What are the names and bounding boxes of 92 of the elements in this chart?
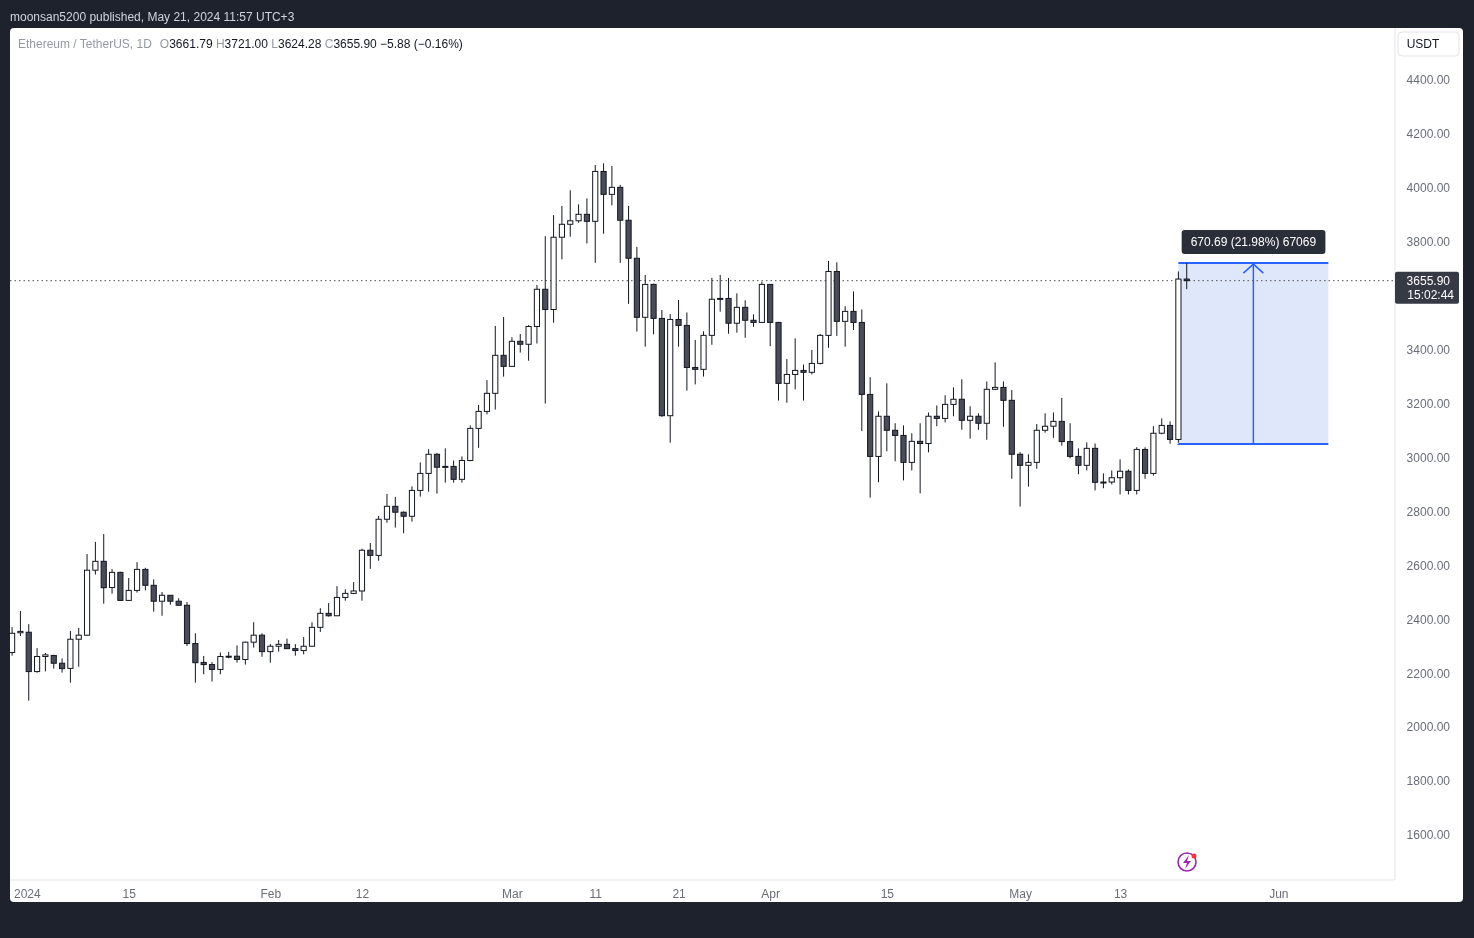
y-tick-label: 2600.00 (1406, 558, 1451, 573)
candlestick (800, 363, 807, 402)
candlestick (233, 644, 241, 664)
candlestick (283, 638, 291, 650)
candlestick (733, 292, 740, 334)
x-tick-label: 21 (672, 886, 687, 901)
candlestick (517, 333, 524, 354)
candlestick (917, 422, 924, 494)
y-tick-label: 4200.00 (1406, 127, 1451, 142)
candlestick (1083, 441, 1090, 471)
candlestick (58, 657, 66, 674)
candlestick (942, 394, 949, 423)
candlestick (950, 386, 957, 417)
candlestick (333, 585, 341, 617)
candlestick (1141, 446, 1149, 480)
candlestick (258, 632, 266, 658)
candlestick (600, 162, 607, 235)
x-tick-label: 13 (1113, 886, 1128, 901)
text: Ethereum / TetherUS, 1D (18, 37, 153, 51)
y-tick-label: 2000.00 (1406, 720, 1451, 735)
candlestick (958, 378, 965, 431)
candlestick (783, 358, 790, 404)
candlestick (1042, 412, 1049, 434)
candlestick (1017, 451, 1024, 508)
y-tick-label: 4000.00 (1406, 181, 1451, 196)
y-tick-label: 2200.00 (1406, 666, 1451, 681)
y-tick-label: 2400.00 (1406, 612, 1451, 627)
candlestick (808, 349, 815, 375)
candlestick (792, 337, 799, 390)
candlestick (717, 274, 724, 313)
candlestick (608, 165, 615, 206)
candlestick (1125, 468, 1132, 495)
y-axis-title: USDT (1406, 37, 1440, 51)
y-tick-label: 3200.00 (1406, 396, 1451, 411)
candlestick (42, 652, 49, 672)
x-tick-label: 2024 (14, 886, 42, 901)
candlestick (133, 561, 141, 594)
y-tick-label: 3000.00 (1406, 450, 1451, 465)
y-tick-label: 1600.00 (1406, 828, 1451, 843)
y-tick-label: 3400.00 (1406, 343, 1451, 357)
y-tick-label: 4400.00 (1406, 73, 1451, 88)
candlestick (525, 324, 532, 362)
candlestick (575, 203, 582, 224)
text: moonsan5200 published, May 21, 2024 11:57 UTC+3 (10, 10, 295, 24)
x-tick-label: Jun (1269, 886, 1289, 901)
candlestick (1075, 447, 1082, 475)
x-tick-label: 12 (355, 886, 370, 901)
candlestick (1000, 380, 1007, 428)
candlestick (1050, 411, 1057, 439)
x-tick-label: May (1009, 886, 1032, 901)
candlestick (483, 379, 491, 415)
y-tick-label: 2800.00 (1406, 504, 1451, 519)
band-label: 670.69 (21.98%) 67069 (1190, 235, 1317, 250)
candlestick (1058, 397, 1065, 447)
candlestick (1067, 422, 1074, 459)
candlestick (908, 432, 915, 471)
candlestick (158, 591, 166, 617)
x-tick-label: 11 (589, 886, 603, 901)
candlestick (1117, 458, 1124, 495)
candlestick (850, 290, 857, 331)
candlestick (17, 610, 24, 637)
candlestick (208, 661, 216, 683)
candlestick (308, 621, 316, 648)
y-tick-label: 1800.00 (1406, 774, 1451, 789)
candlestick (933, 404, 940, 427)
candlestick (692, 339, 699, 385)
candlestick (108, 568, 116, 595)
candlestick (383, 493, 391, 524)
candlestick (583, 197, 590, 244)
x-tick-label: Apr (761, 886, 781, 901)
candlestick (892, 422, 899, 462)
candlestick (992, 361, 999, 391)
candlestick (567, 189, 574, 238)
y-tick-label: 3800.00 (1406, 235, 1451, 250)
candlestick (458, 455, 466, 484)
candlestick (433, 452, 441, 495)
candlestick (842, 305, 849, 348)
x-tick-label: Feb (260, 886, 282, 901)
candlestick (883, 382, 890, 452)
x-tick-label: 15 (122, 886, 137, 901)
x-tick-label: Mar (502, 886, 523, 901)
candlestick (742, 299, 749, 339)
candlestick (967, 405, 974, 440)
candlestick (1166, 420, 1174, 445)
candlestick (675, 299, 682, 348)
text: 15:02:44 (1407, 287, 1455, 302)
text: O3661.79 H3721.00 L3624.28 C3655.90 −5.88 (−0.16%) (159, 37, 463, 51)
candlestick (558, 205, 565, 260)
ref-line-label: 3655.90 (1406, 273, 1451, 288)
candlestick (1025, 453, 1032, 488)
x-tick-label: 15 (880, 886, 895, 901)
candlestick (33, 647, 41, 674)
